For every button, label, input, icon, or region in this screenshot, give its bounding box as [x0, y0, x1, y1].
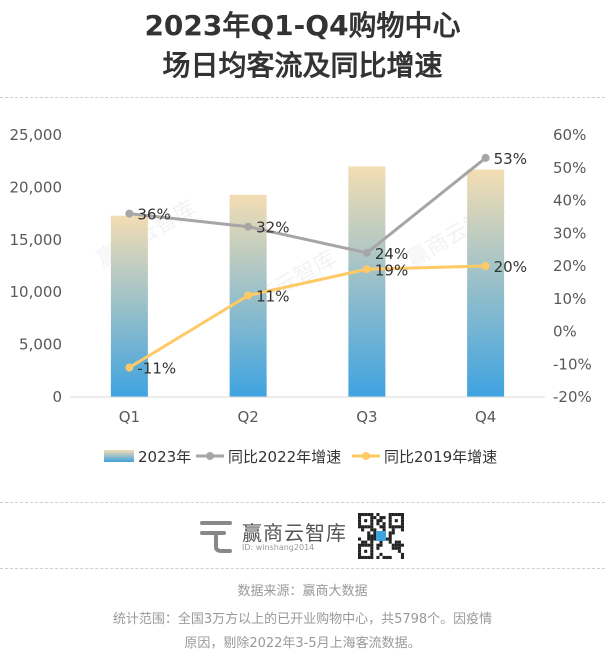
legend-swatch-2023 — [104, 450, 134, 462]
chart-title: 2023年Q1-Q4购物中心 场日均客流及同比增速 — [0, 6, 605, 86]
footer-scope-line-1: 统计范围：全国3万方以上的已开业购物中心，共5798个。因疫情 — [112, 612, 493, 627]
point-yoy-2019 — [244, 291, 253, 300]
brand-block: 赢商云智库 ID: winshang2014 — [194, 513, 414, 561]
point-yoy-2022 — [125, 209, 134, 218]
legend-marker-yoy-2022 — [206, 452, 214, 460]
data-label-yoy-2022: 24% — [375, 245, 408, 263]
brand-name: 赢商云智库 — [242, 521, 347, 545]
right-tick-label: -10% — [553, 355, 592, 373]
left-tick-label: 15,000 — [10, 231, 63, 249]
data-label-yoy-2019: -11% — [137, 360, 176, 378]
data-label-yoy-2019: 11% — [256, 287, 289, 305]
legend-label-yoy-2019: 同比2019年增速 — [384, 448, 497, 466]
right-tick-label: 40% — [553, 192, 586, 210]
title-line-2: 场日均客流及同比增速 — [162, 49, 443, 82]
footer-source: 数据来源：赢商大数据 — [237, 584, 368, 599]
brand-id: ID: winshang2014 — [242, 543, 315, 552]
right-tick-label: -20% — [553, 388, 592, 406]
bar-2023 — [348, 166, 386, 397]
data-label-yoy-2019: 20% — [494, 258, 527, 276]
left-tick-label: 5,000 — [19, 336, 62, 354]
point-yoy-2019 — [481, 262, 490, 270]
title-line-1: 2023年Q1-Q4购物中心 — [144, 9, 461, 42]
right-tick-label: 30% — [553, 224, 586, 242]
left-tick-label: 25,000 — [10, 126, 63, 144]
left-tick-label: 0 — [52, 388, 62, 406]
brand-logo-icon — [200, 521, 232, 553]
right-tick-label: 20% — [553, 257, 586, 275]
left-tick-label: 10,000 — [10, 283, 63, 301]
mid-divider — [0, 502, 605, 503]
point-yoy-2022 — [362, 248, 371, 257]
point-yoy-2022 — [244, 222, 253, 231]
right-tick-label: 60% — [553, 126, 586, 144]
right-tick-label: 0% — [553, 323, 577, 341]
legend-marker-yoy-2019 — [362, 452, 370, 460]
data-label-yoy-2022: 36% — [137, 206, 170, 224]
x-tick-label: Q3 — [356, 408, 377, 426]
right-tick-label: 50% — [553, 159, 586, 177]
x-tick-label: Q1 — [119, 408, 140, 426]
x-tick-label: Q2 — [237, 408, 258, 426]
combo-chart: 赢商云智库赢商云智库赢商云智库 36%32%24%53%-11%11%19%20… — [10, 126, 592, 466]
qr-code-icon — [358, 513, 404, 559]
top-divider — [0, 97, 605, 98]
data-label-yoy-2022: 32% — [256, 219, 289, 237]
bar-2023 — [467, 169, 505, 397]
right-tick-label: 10% — [553, 290, 586, 308]
point-yoy-2022 — [481, 153, 490, 162]
data-label-yoy-2019: 19% — [375, 261, 408, 279]
legend-label-yoy-2022: 同比2022年增速 — [228, 448, 341, 466]
footer-scope-line-2: 原因，剔除2022年3-5月上海客流数据。 — [184, 636, 421, 651]
line-yoy-2019 — [128, 264, 486, 369]
x-tick-label: Q4 — [475, 408, 496, 426]
line-yoy-2022 — [129, 156, 487, 255]
bottom-divider — [0, 568, 605, 569]
point-yoy-2019 — [125, 363, 134, 372]
legend-label-2023: 2023年 — [138, 448, 191, 466]
legend: 2023年 同比2022年增速 同比2019年增速 — [104, 448, 497, 466]
point-yoy-2019 — [362, 265, 371, 274]
data-label-yoy-2022: 53% — [494, 150, 527, 168]
left-tick-label: 20,000 — [10, 178, 63, 196]
